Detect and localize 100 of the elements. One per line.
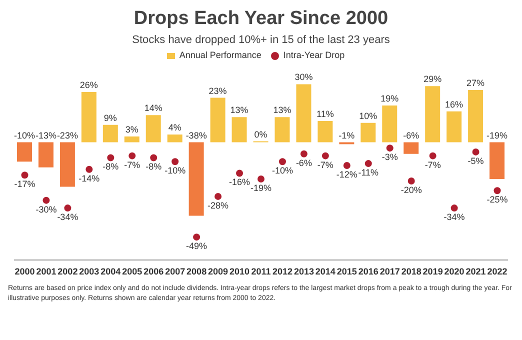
x-tick-label: 2001 (36, 266, 56, 276)
point (322, 152, 329, 160)
data-label: -28% (208, 200, 229, 210)
bar (146, 115, 161, 142)
data-label: 26% (80, 80, 98, 90)
data-label: -20% (400, 184, 422, 195)
data-label: -8% (102, 162, 119, 172)
data-label: -7% (424, 160, 441, 170)
bar (102, 124, 118, 142)
point (386, 144, 394, 152)
data-label: 4% (168, 122, 182, 133)
data-label: -13% (35, 130, 56, 140)
chart-subtitle: Stocks have dropped 10%+ in 15 of the last 23 years (131, 34, 391, 46)
bar (360, 122, 376, 142)
x-tick-label: 2021 (466, 266, 486, 276)
data-label: 23% (208, 86, 227, 96)
data-label: -3% (382, 152, 398, 162)
bar (468, 90, 484, 142)
x-tick-label: 2010 (230, 266, 250, 276)
x-tick-label: 2015 (336, 266, 357, 276)
bar (38, 142, 54, 168)
data-label: -11% (358, 168, 379, 178)
x-tick-label: 2002 (58, 266, 78, 276)
x-tick-label: 2006 (144, 266, 164, 276)
point (236, 170, 244, 177)
x-tick-label: 2014 (315, 266, 336, 276)
x-tick-label: 2013 (294, 266, 314, 276)
data-label: -8% (146, 162, 162, 172)
data-label: 27% (466, 78, 485, 88)
bar (318, 120, 333, 142)
data-label: -16% (229, 177, 250, 188)
data-label: 30% (294, 72, 313, 82)
data-label: -7% (317, 160, 334, 170)
bar (124, 136, 140, 142)
x-tick-label: 2005 (122, 266, 142, 276)
bar (274, 117, 290, 142)
point (300, 150, 308, 158)
x-tick-label: 2009 (208, 266, 228, 276)
data-label: 9% (104, 112, 117, 123)
data-label: -12% (336, 169, 358, 180)
data-label: -7% (124, 160, 140, 170)
x-tick-label: 2004 (100, 266, 121, 276)
point (450, 204, 458, 212)
bar (382, 106, 398, 142)
x-tick-label: 2003 (79, 266, 100, 276)
point (278, 158, 286, 166)
point (86, 166, 93, 173)
data-label: -34% (444, 212, 465, 222)
data-label: -49% (186, 241, 208, 252)
x-tick-label: 2020 (444, 266, 464, 276)
data-label: 13% (273, 105, 292, 116)
data-label: -10% (272, 166, 293, 176)
x-tick-label: 2000 (14, 266, 35, 276)
data-label: -34% (57, 212, 78, 222)
point (42, 196, 50, 204)
data-label: 13% (230, 105, 248, 116)
data-label: -25% (486, 194, 508, 205)
legend-label: Annual Performance (179, 50, 262, 60)
data-label: -30% (36, 204, 57, 214)
x-tick-label: 2017 (380, 266, 400, 276)
bar (60, 142, 75, 187)
bar (490, 142, 505, 180)
point (472, 148, 480, 156)
data-label: -17% (14, 179, 36, 190)
bar (425, 86, 440, 142)
bar (232, 117, 247, 142)
point (172, 158, 179, 166)
data-label: -23% (56, 130, 78, 140)
chart-title: Drops Each Year Since 2000 (132, 8, 390, 30)
data-label: 16% (445, 99, 464, 110)
data-label: 3% (125, 124, 138, 134)
data-label: -10% (164, 166, 186, 176)
point (150, 154, 158, 162)
data-label: 0% (254, 129, 268, 140)
x-tick-label: 2012 (272, 266, 292, 276)
point (364, 160, 372, 168)
point (429, 152, 436, 160)
x-tick-label: 2019 (422, 266, 443, 276)
data-label: 11% (316, 108, 334, 119)
x-tick-label: 2008 (186, 266, 207, 276)
data-label: -6% (296, 158, 312, 168)
x-tick-label: 2018 (401, 266, 422, 276)
data-label: 19% (380, 94, 399, 104)
point (128, 152, 136, 160)
bar (17, 142, 32, 162)
data-label: -38% (186, 130, 207, 140)
point (64, 204, 72, 212)
data-label: -5% (468, 156, 484, 166)
point (107, 154, 114, 162)
point (21, 172, 28, 179)
x-tick-label: 2011 (251, 266, 271, 276)
bar (404, 142, 419, 154)
data-label: -10% (14, 130, 36, 140)
data-label: -14% (78, 173, 100, 184)
data-label: -1% (338, 130, 355, 140)
point (214, 192, 222, 200)
data-label: -19% (486, 130, 508, 140)
bar (210, 98, 226, 142)
data-label: -6% (403, 130, 420, 140)
data-label: -19% (250, 183, 272, 194)
